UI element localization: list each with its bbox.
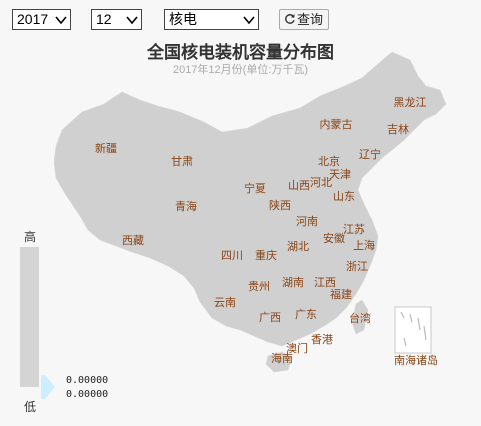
category-select-value: 核电 xyxy=(169,11,197,27)
legend-slider-handle[interactable] xyxy=(41,375,55,399)
province-label[interactable]: 陕西 xyxy=(269,198,291,212)
province-label[interactable]: 重庆 xyxy=(255,248,277,262)
province-label[interactable]: 四川 xyxy=(221,250,243,262)
province-label[interactable]: 内蒙古 xyxy=(320,117,353,131)
province-label[interactable]: 香港 xyxy=(311,333,333,346)
province-label[interactable]: 湖南 xyxy=(282,276,304,289)
province-label[interactable]: 宁夏 xyxy=(244,181,266,195)
legend-max-value: 0.00000 xyxy=(66,375,109,386)
south-china-sea-inset xyxy=(394,306,432,354)
province-label[interactable]: 浙江 xyxy=(346,260,368,273)
province-label[interactable]: 湖北 xyxy=(287,240,309,253)
province-label[interactable]: 河南 xyxy=(296,215,318,228)
legend-high-label: 高 xyxy=(24,230,37,244)
province-label[interactable]: 江苏 xyxy=(343,223,365,236)
province-label[interactable]: 青海 xyxy=(175,199,197,213)
province-label[interactable]: 江西 xyxy=(314,276,336,289)
province-label[interactable]: 山东 xyxy=(333,190,355,203)
province-label[interactable]: 海南 xyxy=(271,351,293,365)
province-label[interactable]: 辽宁 xyxy=(359,147,381,161)
chevron-down-icon xyxy=(126,16,138,25)
month-select-value: 12 xyxy=(96,11,112,27)
province-label[interactable]: 河北 xyxy=(310,176,332,189)
hainan-shape[interactable] xyxy=(265,351,293,373)
province-label[interactable]: 新疆 xyxy=(95,141,117,155)
province-label[interactable]: 贵州 xyxy=(248,280,270,293)
query-button-label: 查询 xyxy=(297,12,324,27)
query-button[interactable]: 查询 xyxy=(279,9,330,30)
map-title: 全国核电装机容量分布图 xyxy=(147,43,334,62)
year-select[interactable]: 2017 xyxy=(12,9,71,30)
province-label[interactable]: 西藏 xyxy=(122,234,144,247)
province-label[interactable]: 安徽 xyxy=(323,231,345,245)
legend-bar[interactable] xyxy=(20,247,39,387)
province-label[interactable]: 云南 xyxy=(214,296,236,309)
province-label[interactable]: 甘肃 xyxy=(171,155,193,168)
month-select[interactable]: 12 xyxy=(91,9,142,30)
category-select[interactable]: 核电 xyxy=(164,9,259,30)
province-label[interactable]: 广西 xyxy=(259,311,281,324)
taiwan-shape[interactable] xyxy=(351,299,369,335)
province-label[interactable]: 广东 xyxy=(295,308,317,321)
province-label[interactable]: 台湾 xyxy=(349,311,371,325)
refresh-icon xyxy=(285,14,295,24)
province-label[interactable]: 上海 xyxy=(353,238,375,252)
province-label[interactable]: 南海诸岛 xyxy=(394,353,438,367)
chevron-down-icon xyxy=(55,16,67,25)
legend-low-label: 低 xyxy=(24,400,37,414)
province-label[interactable]: 山西 xyxy=(288,179,310,192)
province-label[interactable]: 黑龙江 xyxy=(394,96,427,109)
province-label[interactable]: 北京 xyxy=(318,154,340,168)
province-label[interactable]: 福建 xyxy=(330,287,352,301)
year-select-value: 2017 xyxy=(17,11,49,27)
legend-min-value: 0.00000 xyxy=(66,389,109,400)
chevron-down-icon xyxy=(243,16,255,25)
province-label[interactable]: 吉林 xyxy=(387,122,409,136)
province-label[interactable]: 天津 xyxy=(329,168,351,181)
mainland-shape[interactable] xyxy=(53,51,447,347)
toolbar: 2017 12 核电 查询 xyxy=(12,9,352,31)
map-subtitle: 2017年12月份(单位:万千瓦) xyxy=(172,64,309,76)
province-label[interactable]: 澳门 xyxy=(286,341,308,355)
